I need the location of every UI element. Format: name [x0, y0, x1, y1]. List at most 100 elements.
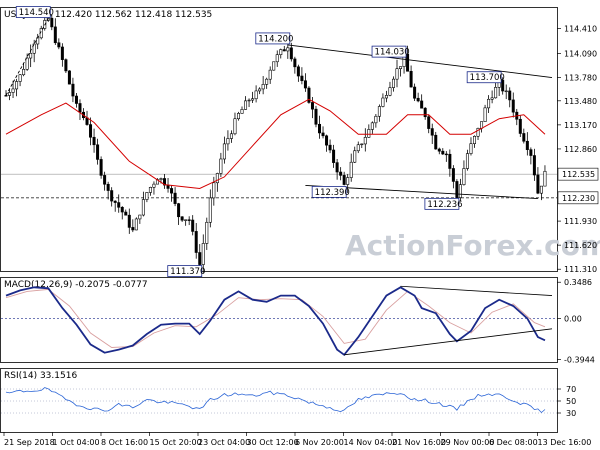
candle-body [455, 181, 459, 198]
candle-body [170, 188, 174, 194]
candle-body [511, 99, 515, 113]
candle-body [307, 87, 311, 103]
candle-body [251, 98, 255, 101]
candle-body [342, 175, 346, 185]
axis-tick-label: 0.00 [564, 314, 582, 323]
candle-body [391, 78, 395, 88]
macd-line [5, 286, 546, 357]
candle-body [409, 70, 413, 88]
candle-body [103, 175, 107, 185]
candle-body [441, 150, 445, 155]
candle-body [226, 138, 230, 145]
support-level-tag [557, 191, 599, 205]
candle-body [78, 103, 82, 113]
candle-body [363, 137, 367, 145]
candle-body [399, 66, 403, 69]
candle-body [462, 168, 466, 185]
moving-average-line [5, 98, 546, 190]
candle-body [536, 174, 540, 194]
macd-signal-line [5, 288, 546, 348]
macd-trendline [400, 285, 553, 296]
candle-body [413, 86, 417, 99]
candle-body [117, 202, 121, 208]
candle-body [480, 121, 484, 129]
candle-body [318, 123, 322, 134]
rsi-panel: RSI(14) 33.1516 70 50 30 [0, 368, 576, 433]
time-tick-label: 14 Nov 04:00 [344, 438, 398, 447]
candle-body [384, 95, 388, 99]
candle-body [22, 68, 26, 76]
candle-body [244, 100, 248, 110]
price-plot: 114.540 114.200 114.030 113.700 112.390 112.2… [1, 6, 557, 277]
candle-body [529, 149, 533, 156]
candle-body [430, 128, 434, 136]
candle-body [476, 128, 480, 137]
candle-body [219, 158, 223, 174]
candle-body [240, 109, 244, 114]
price-annotation-label: 114.030 [375, 48, 410, 58]
macd-plot [1, 285, 557, 357]
candle-body [120, 206, 124, 213]
price-tick-label: 113.480 [564, 97, 597, 106]
candle-body [201, 243, 205, 265]
rsi-panel-frame [0, 368, 558, 433]
candle-body [11, 88, 15, 93]
candle-body [444, 153, 448, 156]
time-tick-label: 13 Dec 16:00 [538, 438, 592, 447]
candle-body [518, 118, 522, 134]
candle-body [321, 132, 325, 137]
candle-body [356, 144, 360, 152]
candle-body [127, 214, 131, 228]
candle-body [275, 54, 279, 63]
candle-body [381, 97, 385, 107]
candle-body [177, 203, 181, 218]
candle-body [89, 124, 93, 138]
candle-body [60, 46, 64, 60]
time-tick-label: 6 Dec 08:00 [489, 438, 538, 447]
candle-body [152, 183, 156, 188]
candle-body [8, 92, 12, 96]
candle-body [303, 80, 307, 89]
candle-body [289, 47, 293, 60]
candle-body [420, 100, 424, 109]
candle-body [332, 149, 336, 163]
time-tick-label: 21 Nov 16:00 [392, 438, 446, 447]
price-annotation-box [311, 186, 347, 198]
price-tick-label: 112.860 [564, 145, 597, 154]
time-tick-label: 29 Nov 00:00 [441, 438, 495, 447]
candle-body [339, 171, 343, 176]
candle-body [349, 161, 353, 178]
time-tick-label: 6 Nov 20:00 [295, 438, 344, 447]
candle-body [148, 187, 152, 193]
candle-body [504, 90, 508, 93]
price-tick-label: 114.410 [564, 25, 597, 34]
candle-body [314, 108, 318, 125]
candle-body [222, 143, 226, 160]
candle-body [18, 74, 22, 82]
rsi-tick-label: 30 [566, 409, 576, 418]
candle-body [110, 190, 114, 202]
candle-body [494, 87, 498, 99]
candle-body [236, 113, 240, 120]
rsi-plot [1, 387, 557, 414]
price-tick-label: 111.620 [564, 241, 597, 250]
price-trendline [287, 44, 553, 78]
macd-panel-title: MACD(12,26,9) -0.2075 -0.0777 [4, 280, 148, 290]
candle-body [212, 182, 216, 199]
candle-body [367, 129, 371, 138]
macd-axis: 0.3486 0.00 -0.3944 [557, 278, 595, 364]
candle-body [71, 83, 75, 97]
candle-body [215, 173, 219, 184]
time-tick-label: 15 Oct 20:00 [150, 438, 202, 447]
candle-body [208, 197, 212, 223]
candle-body [233, 118, 237, 135]
candle-body [131, 227, 135, 231]
candles [4, 14, 547, 273]
macd-panel: MACD(12,26,9) -0.2075 -0.0777 0.3486 0.00… [0, 277, 595, 364]
candle-body [198, 252, 202, 265]
candle-body [159, 178, 163, 180]
rsi-axis: 70 50 30 [557, 385, 576, 418]
candle-body [261, 84, 265, 90]
time-tick-label: 30 Oct 12:00 [247, 438, 299, 447]
candle-body [282, 49, 286, 52]
